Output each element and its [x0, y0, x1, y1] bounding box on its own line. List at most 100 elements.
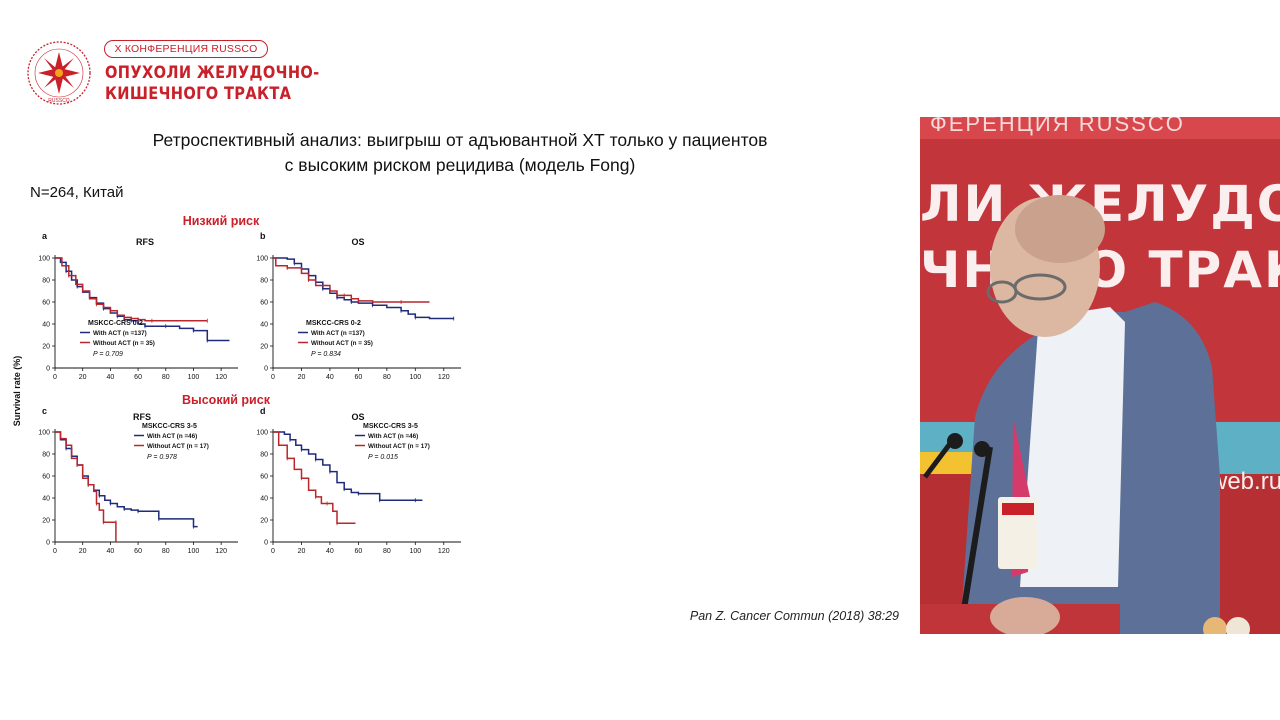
x-tick-label: 100: [188, 548, 200, 555]
y-tick-label: 0: [46, 540, 50, 547]
y-tick-label: 0: [264, 366, 268, 373]
p-value-b: P = 0.834: [311, 351, 341, 358]
speaker-video: ФЕРЕНЦИЯ RUSSCO ЛИ ЖЕЛУДОЧНО- ЧНОГО ТРАК…: [920, 117, 1280, 634]
x-tick-label: 0: [271, 548, 275, 555]
km-curve-c-without-act: [55, 431, 117, 542]
x-tick-label: 60: [354, 548, 362, 555]
x-tick-label: 120: [438, 548, 450, 555]
x-tick-label: 40: [326, 374, 334, 381]
y-tick-label: 40: [42, 322, 50, 329]
y-tick-label: 40: [260, 322, 268, 329]
slide-title: Ретроспективный анализ: выигрыш от адъюв…: [60, 128, 860, 178]
legend-group-a: MSKCC-CRS 0-2: [88, 320, 143, 327]
km-curve-a-without-act: [55, 257, 208, 322]
x-tick-label: 120: [215, 374, 227, 381]
russco-logo: RUSSCO: [27, 41, 91, 105]
panel-title-c: RFS: [133, 412, 151, 422]
y-tick-label: 80: [260, 452, 268, 459]
legend-entry-d-0: With ACT (n =46): [368, 433, 418, 440]
legend-entry-d-1: Without ACT (n = 17): [368, 443, 430, 450]
y-axis-label: Survival rate (%): [12, 356, 22, 427]
x-tick-label: 80: [383, 548, 391, 555]
y-tick-label: 80: [260, 278, 268, 285]
legend-entry-a-1: Without ACT (n = 35): [93, 340, 155, 347]
x-tick-label: 20: [298, 548, 306, 555]
y-tick-label: 20: [42, 344, 50, 351]
y-tick-label: 20: [42, 518, 50, 525]
panel-letter-d: d: [260, 406, 266, 416]
x-tick-label: 20: [79, 374, 87, 381]
km-curve-a-with-act: [55, 257, 230, 342]
conference-title-line2: КИШЕЧНОГО ТРАКТА: [105, 84, 292, 104]
legend-entry-b-0: With ACT (n =137): [311, 330, 365, 337]
y-tick-label: 40: [260, 496, 268, 503]
legend-entry-c-0: With ACT (n =46): [147, 433, 197, 440]
p-value-a: P = 0.709: [93, 351, 123, 358]
km-curve-d-with-act: [273, 431, 423, 501]
km-curve-b-without-act: [273, 257, 430, 303]
panel-letter-c: c: [42, 406, 47, 416]
x-tick-label: 60: [354, 374, 362, 381]
slide-title-line1: Ретроспективный анализ: выигрыш от адъюв…: [152, 130, 768, 150]
legend-entry-c-1: Without ACT (n = 17): [147, 443, 209, 450]
logo-text: RUSSCO: [48, 98, 70, 104]
y-tick-label: 80: [42, 452, 50, 459]
high-risk-label: Высокий риск: [182, 393, 271, 407]
p-value-c: P = 0.978: [147, 454, 177, 461]
x-tick-label: 120: [438, 374, 450, 381]
y-tick-label: 100: [256, 430, 268, 437]
x-tick-label: 20: [79, 548, 87, 555]
low-risk-label: Низкий риск: [183, 214, 260, 228]
x-tick-label: 60: [134, 548, 142, 555]
x-tick-label: 40: [106, 374, 114, 381]
cohort-subtitle: N=264, Китай: [30, 184, 124, 201]
x-tick-label: 100: [409, 374, 421, 381]
banner-line2: ЧНОГО ТРАКТА: [920, 241, 1280, 299]
y-tick-label: 60: [260, 474, 268, 481]
panel-letter-a: a: [42, 231, 48, 241]
banner-top-text: ФЕРЕНЦИЯ RUSSCO: [930, 117, 1185, 136]
conference-title: ОПУХОЛИ ЖЕЛУДОЧНО- КИШЕЧНОГО ТРАКТА: [105, 63, 320, 105]
panel-title-a: RFS: [136, 237, 154, 247]
x-tick-label: 40: [106, 548, 114, 555]
x-tick-label: 80: [162, 548, 170, 555]
x-tick-label: 20: [298, 374, 306, 381]
y-tick-label: 80: [42, 278, 50, 285]
km-curve-d-without-act: [273, 431, 356, 525]
km-curve-b-with-act: [273, 257, 454, 320]
y-tick-label: 0: [264, 540, 268, 547]
x-tick-label: 60: [134, 374, 142, 381]
y-tick-label: 0: [46, 366, 50, 373]
y-tick-label: 60: [42, 300, 50, 307]
p-value-d: P = 0.015: [368, 454, 398, 461]
legend-group-c: MSKCC-CRS 3-5: [142, 423, 197, 430]
y-tick-label: 100: [256, 256, 268, 263]
citation: Pan Z. Cancer Commun (2018) 38:29: [689, 609, 899, 623]
x-tick-label: 80: [162, 374, 170, 381]
y-tick-label: 100: [38, 430, 50, 437]
x-tick-label: 100: [188, 374, 200, 381]
conference-badge: X КОНФЕРЕНЦИЯ RUSSCO: [104, 40, 268, 58]
y-tick-label: 60: [260, 300, 268, 307]
x-tick-label: 100: [409, 548, 421, 555]
y-tick-label: 40: [42, 496, 50, 503]
x-tick-label: 80: [383, 374, 391, 381]
banner-web-text: web.ru: [1209, 468, 1280, 495]
km-figure: Низкий риск Высокий риск Survival rate (…: [12, 214, 461, 555]
x-tick-label: 40: [326, 548, 334, 555]
x-tick-label: 0: [53, 548, 57, 555]
conference-title-line1: ОПУХОЛИ ЖЕЛУДОЧНО-: [105, 63, 320, 83]
legend-group-b: MSKCC-CRS 0-2: [306, 320, 361, 327]
x-tick-label: 120: [215, 548, 227, 555]
legend-entry-a-0: With ACT (n =137): [93, 330, 147, 337]
y-tick-label: 20: [260, 344, 268, 351]
legend-group-d: MSKCC-CRS 3-5: [363, 423, 418, 430]
legend-entry-b-1: Without ACT (n = 35): [311, 340, 373, 347]
x-tick-label: 0: [53, 374, 57, 381]
panel-letter-b: b: [260, 231, 266, 241]
x-tick-label: 0: [271, 374, 275, 381]
slide-title-line2: с высоким риском рецидива (модель Fong): [284, 155, 636, 175]
y-tick-label: 100: [38, 256, 50, 263]
panel-title-b: OS: [351, 237, 364, 247]
y-tick-label: 60: [42, 474, 50, 481]
